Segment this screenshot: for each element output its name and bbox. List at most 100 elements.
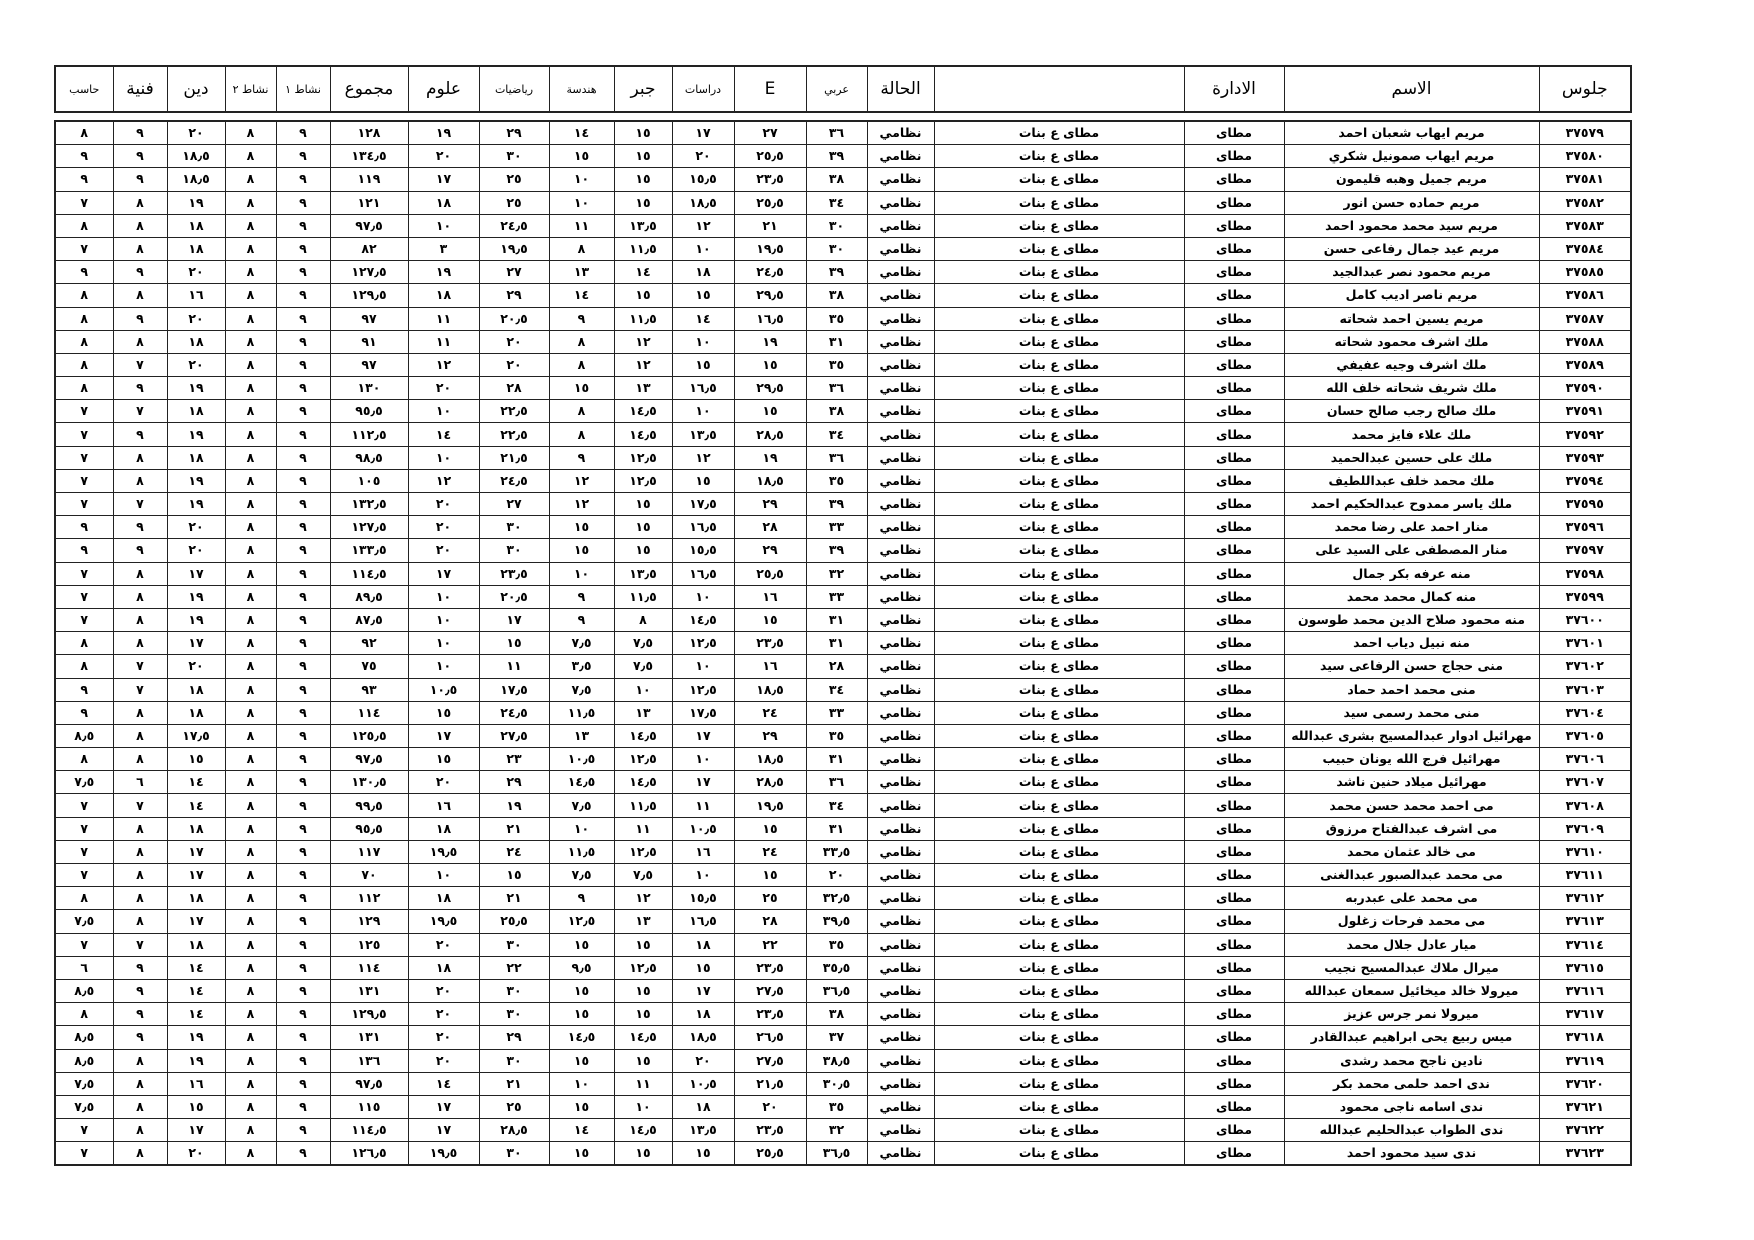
table-cell: ٣٧٥٩٣: [1538, 445, 1632, 470]
table-cell: مريم ناصر اديب كامل: [1283, 283, 1540, 308]
table-cell: مهرائيل ادوار عبدالمسيح بشرى عبدالله: [1283, 723, 1540, 749]
table-cell: ٢٩: [733, 538, 807, 563]
table-cell: ٨: [54, 747, 114, 772]
table-cell: ٢٢: [478, 955, 550, 980]
table-cell: مطاى: [1183, 329, 1285, 354]
table-cell: ٣٧٥٩٧: [1538, 538, 1632, 563]
table-cell: ١٤٫٥: [613, 770, 673, 795]
table-cell: ٢٣: [478, 747, 550, 772]
table-cell: ١٠: [671, 747, 735, 772]
table-cell: ١٥: [548, 932, 615, 957]
table-cell: ٦: [112, 770, 168, 795]
header-cell: عربي: [805, 65, 868, 113]
table-cell: ١٦: [166, 283, 226, 308]
table-cell: ٢٤٫٥: [733, 260, 807, 285]
table-cell: ١١: [478, 654, 550, 679]
table-cell: نظامي: [866, 283, 935, 308]
table-cell: ٢٠: [166, 1141, 226, 1166]
table-cell: ميرولا خالد ميخائيل سمعان عبدالله: [1283, 978, 1540, 1004]
table-cell: مطاى ع بنات: [933, 677, 1185, 702]
table-cell: ١٤: [613, 260, 673, 285]
table-cell: مطاى ع بنات: [933, 607, 1185, 633]
table-cell: ٢٩: [478, 770, 550, 795]
table-cell: ٧: [54, 793, 114, 818]
table-cell: مى محمد عبدالصبور عبدالغنى: [1283, 862, 1540, 888]
table-cell: ١٤٫٥: [613, 422, 673, 447]
table-cell: ٣٩: [805, 144, 868, 169]
table-cell: ١٨: [166, 213, 226, 238]
header-row: جلوس الاسم الادارة الحالة عربي E دراسات جبر هندس…: [54, 65, 1632, 113]
table-cell: مطاى: [1183, 1094, 1285, 1120]
table-cell: ٣٠: [478, 515, 550, 540]
table-cell: مريم عيد جمال رفاعى حسن: [1283, 236, 1540, 262]
table-cell: مطاى: [1183, 236, 1285, 262]
table-cell: ٨: [54, 352, 114, 378]
table-cell: نظامي: [866, 607, 935, 633]
table-cell: ٣٦: [805, 770, 868, 795]
table-cell: ٣٧٦٢٠: [1538, 1071, 1632, 1096]
table-cell: مطاى ع بنات: [933, 816, 1185, 841]
table-cell: ٨: [224, 144, 277, 169]
table-cell: ٣٠: [478, 538, 550, 563]
table-cell: ٣٠: [478, 1048, 550, 1073]
table-row: ٣٧٥٩٢ ملك علاء فايز محمد مطاى مطاى ع بنات نظ…: [54, 422, 1632, 447]
table-cell: ١٢٨: [329, 120, 409, 146]
table-cell: ٣٧٦٠٤: [1538, 700, 1632, 725]
table-cell: ١٨: [166, 329, 226, 354]
table-cell: مطاى ع بنات: [933, 1025, 1185, 1050]
table-cell: ٢٥٫٥: [733, 1141, 807, 1166]
table-cell: نظامي: [866, 260, 935, 285]
table-row: ٣٧٥٩٩ منه كمال محمد محمد مطاى مطاى ع بنات نظ…: [54, 584, 1632, 609]
table-cell: ٢٠: [478, 352, 550, 378]
table-cell: ٢٠: [407, 770, 480, 795]
table-cell: مطاى: [1183, 120, 1285, 146]
table-cell: مطاى ع بنات: [933, 167, 1185, 192]
table-cell: ٢٠: [166, 120, 226, 146]
table-cell: ١٣: [548, 260, 615, 285]
table-cell: ٧٫٥: [613, 654, 673, 679]
table-row: ٣٧٦٠١ منه نبيل دياب احمد مطاى مطاى ع بنات نظ…: [54, 631, 1632, 656]
table-cell: ٣٧٦١٥: [1538, 955, 1632, 980]
table-cell: ٢٥٫٥: [733, 144, 807, 169]
table-cell: ١٣٫٥: [613, 561, 673, 586]
table-cell: نظامي: [866, 677, 935, 702]
table-cell: ٢٥: [478, 1094, 550, 1120]
table-cell: ١٠: [671, 584, 735, 609]
table-cell: ١١٫٥: [613, 306, 673, 331]
table-cell: ١٥: [613, 538, 673, 563]
table-cell: ١٧: [407, 1118, 480, 1143]
table-cell: ١٨٫٥: [671, 190, 735, 215]
table-cell: ٨٫٥: [54, 1048, 114, 1073]
table-cell: ٧: [54, 491, 114, 517]
table-cell: ٣٧٦١٠: [1538, 839, 1632, 865]
table-cell: ١٠٫٥: [671, 816, 735, 841]
header-cell: علوم: [407, 65, 480, 113]
table-cell: ٨: [224, 283, 277, 308]
table-cell: ٢٥٫٥: [733, 561, 807, 586]
table-cell: ٢٠: [478, 329, 550, 354]
table-cell: مى احمد محمد حسن محمد: [1283, 793, 1540, 818]
table-cell: ٩: [275, 213, 331, 238]
table-cell: ٨: [224, 909, 277, 934]
table-cell: ١٣: [613, 376, 673, 401]
table-cell: ٧: [54, 1141, 114, 1166]
table-cell: ١٧: [407, 167, 480, 192]
table-row: ٣٧٥٨٧ مريم يسين احمد شحاته مطاى مطاى ع بنات…: [54, 306, 1632, 331]
header-cell: دين: [166, 65, 226, 113]
table-cell: ٩٩٫٥: [329, 793, 409, 818]
table-cell: مطاى: [1183, 1071, 1285, 1096]
table-cell: ١٨٫٥: [733, 468, 807, 494]
table-cell: نظامي: [866, 236, 935, 262]
table-cell: ملك ياسر ممدوح عبدالحكيم احمد: [1283, 491, 1540, 517]
table-cell: ٨٫٥: [54, 1025, 114, 1050]
table-cell: ٣١: [805, 631, 868, 656]
table-cell: ٣٠: [478, 1002, 550, 1027]
table-cell: ١٨: [407, 816, 480, 841]
table-cell: مطاى ع بنات: [933, 352, 1185, 378]
table-cell: ١٥: [548, 144, 615, 169]
table-cell: ٣٥: [805, 468, 868, 494]
table-cell: ٢٠: [407, 978, 480, 1004]
table-cell: ١٧: [407, 1094, 480, 1120]
table-cell: ٩٨٫٥: [329, 445, 409, 470]
table-cell: ١٦: [733, 654, 807, 679]
